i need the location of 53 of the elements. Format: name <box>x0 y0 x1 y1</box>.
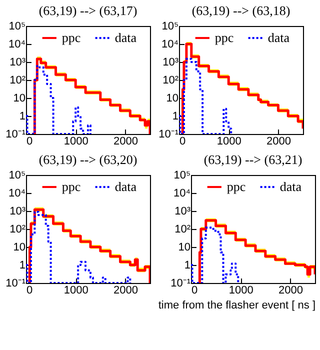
x-tick-label: 2000 <box>113 284 138 296</box>
y-tick-label: 10⁵ <box>8 170 26 182</box>
y-tick-label: 10² <box>10 74 26 86</box>
legend-label: ppc <box>62 178 81 194</box>
legend-label: data <box>114 30 137 45</box>
legend-label: data <box>114 178 137 194</box>
x-tick-label: 1000 <box>228 284 254 296</box>
y-tick-label: 10² <box>10 224 26 236</box>
y-tick-label: 1 <box>19 110 26 122</box>
y-tick-label: 10³ <box>162 56 179 68</box>
x-tick-label: 1000 <box>64 136 88 148</box>
y-tick-label: 10⁵ <box>8 20 26 32</box>
y-tick-label: 10² <box>162 74 179 86</box>
x-tick-label: 1000 <box>64 284 88 296</box>
y-tick-label: 10 <box>166 92 178 104</box>
y-tick-label: 10⁴ <box>8 38 26 50</box>
legend-label: data <box>268 30 290 45</box>
x-axis-title: time from the flasher event [ ns ] <box>158 300 316 312</box>
y-tick-label: 1 <box>184 260 190 272</box>
y-tick-label: 10² <box>174 224 191 236</box>
y-tick-label: 10⁻¹ <box>6 278 26 290</box>
y-tick-label: 10⁴ <box>8 188 26 200</box>
y-tick-label: 10 <box>13 92 26 104</box>
x-tick-label: 2000 <box>278 284 303 296</box>
y-tick-label: 10⁴ <box>174 188 191 200</box>
y-tick-label: 1 <box>19 260 26 272</box>
x-tick-label: 2000 <box>266 136 291 148</box>
series-label: ppc <box>214 30 234 45</box>
y-tick-label: 10⁴ <box>162 38 179 50</box>
x-tick-label: 0 <box>26 284 33 296</box>
y-tick-label: 10⁻¹ <box>170 278 191 290</box>
y-tick-label: 10⁻¹ <box>6 128 26 140</box>
y-tick-label: 10⁵ <box>162 20 178 32</box>
legend-label: data <box>280 178 302 194</box>
y-tick-label: 10 <box>178 242 190 254</box>
y-tick-label: 10⁵ <box>174 170 190 182</box>
y-tick-label: 1 <box>172 110 178 122</box>
x-tick-label: 2000 <box>113 136 138 148</box>
legend-label: ppc <box>62 30 81 45</box>
x-tick-label: 0 <box>26 136 33 148</box>
y-tick-label: 10 <box>13 242 26 254</box>
y-tick-label: 10³ <box>10 206 26 218</box>
y-tick-label: 10³ <box>10 56 26 68</box>
chart-title: (63,19) --> (63,20) <box>38 152 138 167</box>
x-tick-label: 0 <box>192 284 198 296</box>
y-tick-label: 10³ <box>174 206 191 218</box>
x-tick-label: 1000 <box>216 136 242 148</box>
text: ppc <box>226 178 246 194</box>
chart-title: (63,19) --> (63,17) <box>38 3 138 18</box>
y-tick-label: 10⁻¹ <box>158 128 179 140</box>
chart-title: (63,19) --> (63,21) <box>204 152 302 167</box>
x-tick-label: 0 <box>180 136 186 148</box>
chart-title: (63,19) --> (63,18) <box>192 3 290 18</box>
